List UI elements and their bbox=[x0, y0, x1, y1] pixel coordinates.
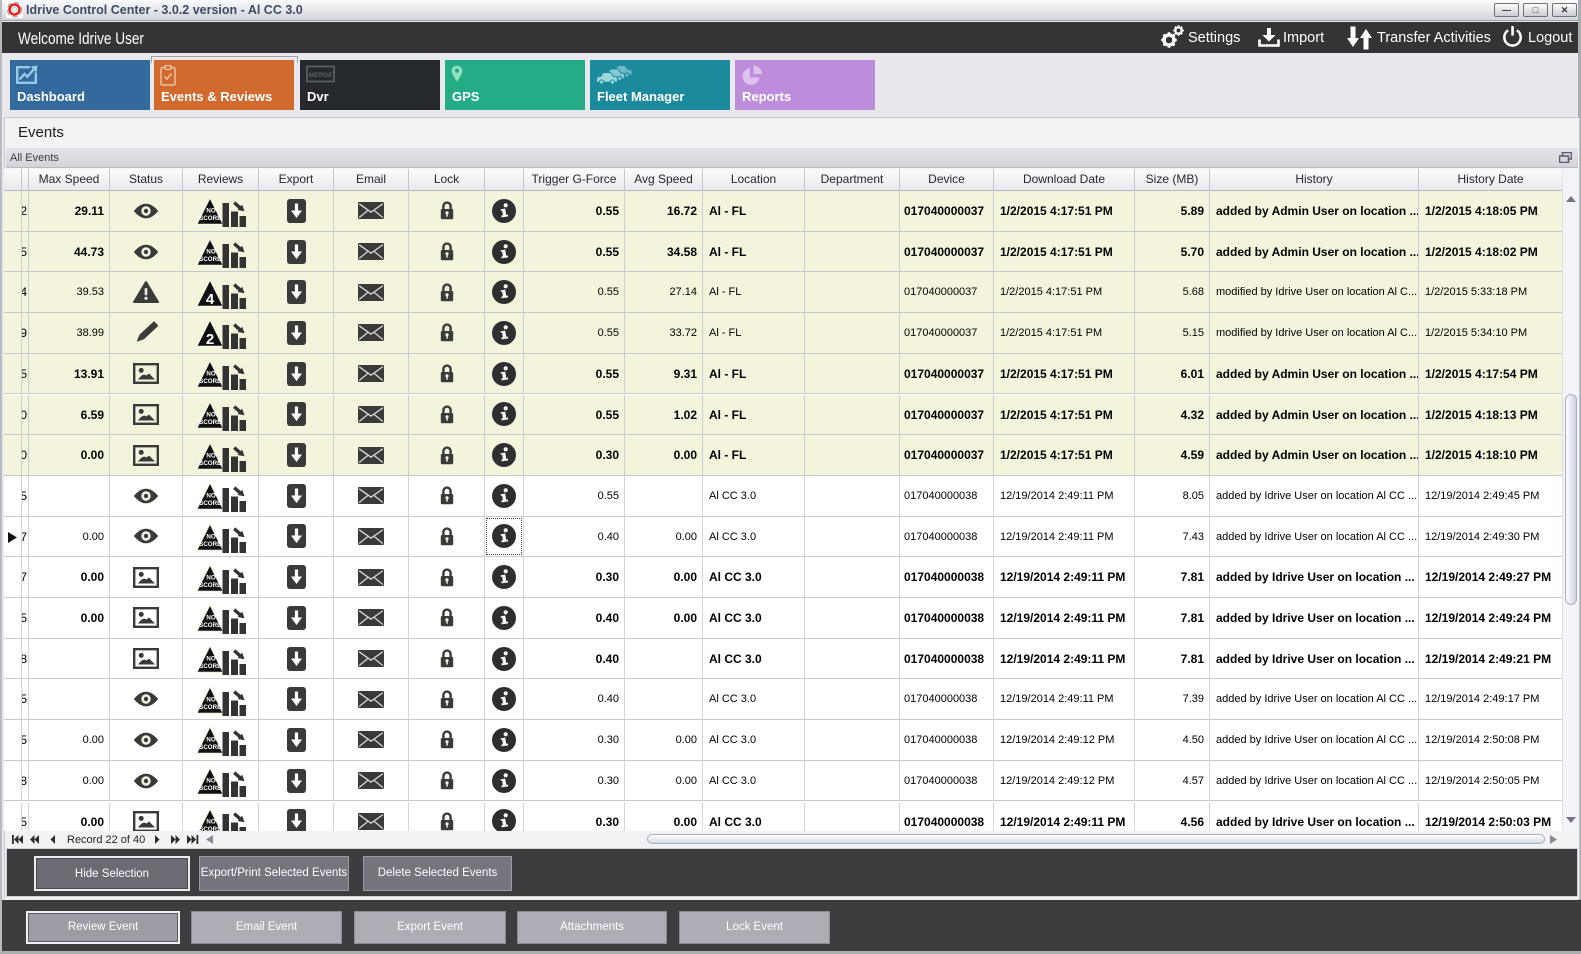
svg-text:NO: NO bbox=[206, 533, 215, 540]
svg-text:NO: NO bbox=[206, 818, 215, 825]
svg-text:MERGE: MERGE bbox=[309, 72, 334, 79]
svg-text:NO: NO bbox=[206, 696, 215, 703]
svg-text:NO: NO bbox=[206, 656, 215, 663]
svg-text:4: 4 bbox=[206, 291, 215, 308]
svg-text:SCORE: SCORE bbox=[199, 663, 221, 670]
svg-text:SCORE: SCORE bbox=[199, 622, 221, 629]
svg-text:NO: NO bbox=[206, 493, 215, 500]
svg-text:SCORE: SCORE bbox=[199, 744, 221, 751]
svg-text:SCORE: SCORE bbox=[199, 460, 221, 467]
svg-text:NO: NO bbox=[206, 371, 215, 378]
svg-text:NO: NO bbox=[206, 208, 215, 215]
svg-text:SCORE: SCORE bbox=[199, 541, 221, 548]
svg-text:SCORE: SCORE bbox=[199, 785, 221, 792]
svg-text:SCORE: SCORE bbox=[199, 419, 221, 426]
svg-text:NO: NO bbox=[206, 737, 215, 744]
svg-text:SCORE: SCORE bbox=[199, 256, 221, 263]
svg-text:2: 2 bbox=[206, 331, 214, 348]
svg-text:NO: NO bbox=[206, 411, 215, 418]
svg-text:SCORE: SCORE bbox=[199, 500, 221, 507]
svg-text:NO: NO bbox=[206, 249, 215, 256]
svg-text:SCORE: SCORE bbox=[199, 704, 221, 711]
svg-text:NO: NO bbox=[206, 452, 215, 459]
svg-text:SCORE: SCORE bbox=[199, 826, 221, 831]
svg-text:SCORE: SCORE bbox=[199, 582, 221, 589]
svg-text:NO: NO bbox=[206, 778, 215, 785]
svg-text:NO: NO bbox=[206, 574, 215, 581]
svg-text:SCORE: SCORE bbox=[199, 378, 221, 385]
svg-text:NO: NO bbox=[206, 615, 215, 622]
svg-text:SCORE: SCORE bbox=[199, 215, 221, 222]
